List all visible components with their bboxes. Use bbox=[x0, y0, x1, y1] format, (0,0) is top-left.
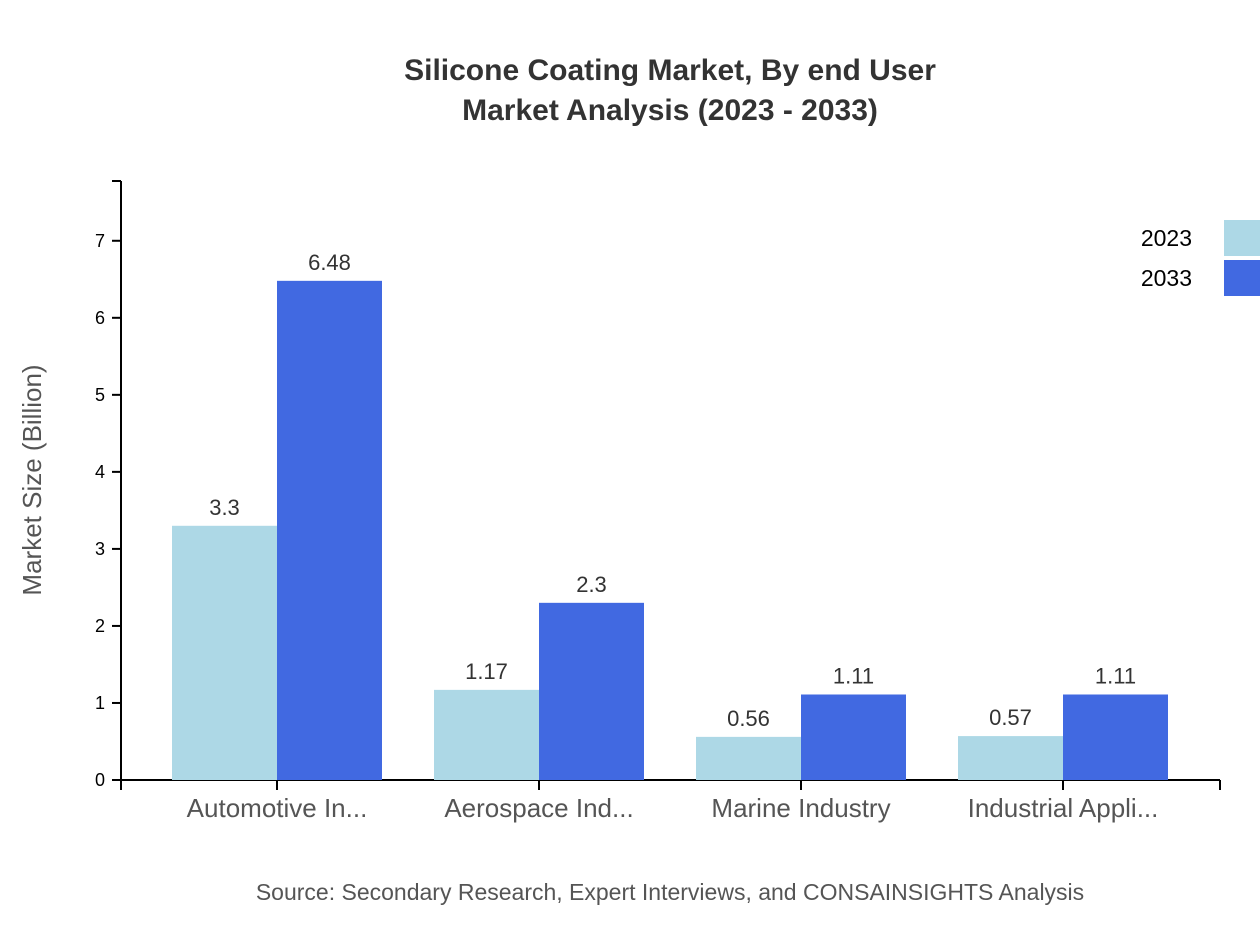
data-label: 6.48 bbox=[308, 250, 351, 275]
y-tick-label: 5 bbox=[95, 385, 105, 405]
bar-2023 bbox=[958, 736, 1063, 780]
y-tick-label: 0 bbox=[95, 770, 105, 790]
bar-2033 bbox=[539, 602, 644, 780]
bar-2023 bbox=[434, 689, 539, 780]
data-label: 1.17 bbox=[465, 659, 508, 684]
data-label: 1.11 bbox=[833, 663, 874, 688]
x-tick-label: Automotive In... bbox=[187, 793, 368, 823]
y-tick-label: 2 bbox=[95, 616, 105, 636]
x-tick-label: Industrial Appli... bbox=[968, 793, 1159, 823]
x-tick-label: Aerospace Ind... bbox=[444, 793, 633, 823]
legend-swatch bbox=[1224, 260, 1260, 296]
y-tick-label: 4 bbox=[95, 462, 105, 482]
bar-2023 bbox=[172, 525, 277, 780]
legend-label: 2023 bbox=[1141, 225, 1192, 251]
y-axis-label: Market Size (Billion) bbox=[17, 364, 47, 595]
data-label: 0.57 bbox=[989, 705, 1032, 730]
x-tick-label: Marine Industry bbox=[711, 793, 890, 823]
y-tick-label: 1 bbox=[95, 693, 105, 713]
chart-title: Silicone Coating Market, By end User bbox=[404, 54, 936, 87]
y-tick-label: 3 bbox=[95, 539, 105, 559]
bar-2023 bbox=[696, 736, 801, 780]
bar-2033 bbox=[1063, 694, 1168, 780]
bar-2033 bbox=[277, 280, 382, 780]
legend-swatch bbox=[1224, 220, 1260, 256]
data-label: 0.56 bbox=[727, 706, 770, 731]
data-label: 1.11 bbox=[1095, 663, 1136, 688]
bar-2033 bbox=[801, 694, 906, 780]
y-tick-label: 6 bbox=[95, 308, 105, 328]
data-label: 3.3 bbox=[209, 495, 240, 520]
legend-label: 2033 bbox=[1141, 265, 1192, 291]
y-tick-label: 7 bbox=[95, 231, 105, 251]
chart-subtitle: Market Analysis (2023 - 2033) bbox=[462, 94, 878, 127]
source-note: Source: Secondary Research, Expert Inter… bbox=[256, 879, 1084, 905]
data-label: 2.3 bbox=[576, 572, 607, 597]
